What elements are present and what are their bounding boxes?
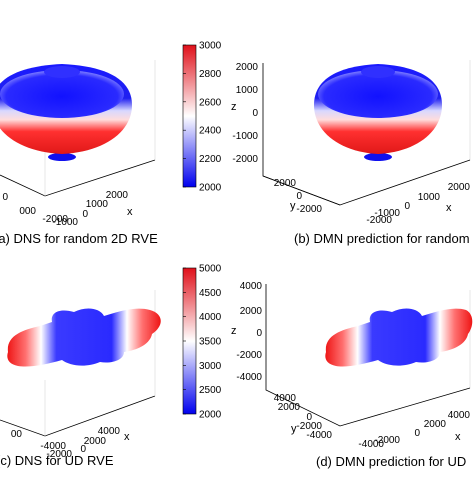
colorbar-bottom-tick-label: 3000 [199,361,222,372]
panel-b-x-tick: -1000 [374,208,400,219]
colorbar-top-tick-label: 2000 [199,183,222,194]
panel-d-y-tick: 4000 [274,393,297,404]
colorbar-top-tick-label: 2800 [199,69,222,80]
panel-b-z-tick: -1000 [232,131,258,142]
panel-d-y-tick: 0 [306,412,312,423]
panel-d-axis-box [265,284,471,427]
panel-d: 4000 2000 0 -2000 -4000 z 4000 2000 0 -2… [231,281,473,469]
panel-d-y-tick: -2000 [296,421,322,432]
colorbar-top-tick-label: 2400 [199,126,222,137]
panel-b-x-tick: 2000 [448,182,471,193]
panel-d-x-tick: 2000 [424,419,447,430]
panel-b-z-tick: -2000 [232,154,258,165]
panel-d-z-tick: -4000 [236,372,262,383]
panel-b-x-tick: -2000 [366,215,392,226]
panel-a-x-tick: -1000 [52,217,78,228]
panel-d-y-tick: -4000 [306,430,332,441]
panel-c-axis-box [0,395,156,437]
panel-a-caption: (a) DNS for random 2D RVE [0,231,158,246]
panel-a-y-tick-partial: 000 [19,206,36,217]
panel-b-z-tick: 2000 [236,62,259,73]
panel-c-x-tick: 0 [80,444,86,455]
panel-b-y-tick: 0 [296,191,302,202]
panel-d-y-tick: 2000 [278,402,301,413]
panel-b-y-tick: -2000 [296,204,322,215]
panel-a: 2000 1000 0 -1000 -2000 000 0 x (a) DNS … [0,60,158,246]
panel-b-ellipsoid [314,64,442,161]
panel-b-y-label: y [290,200,296,212]
colorbar-bottom-tick-label: 3500 [199,337,222,348]
colorbar-bottom-tick-label: 4500 [199,288,222,299]
colorbar-top-tick-label: 2200 [199,154,222,165]
panel-d-x-tick: -2000 [374,435,400,446]
panel-c-y-tick-partial: 00 [11,429,23,440]
panel-c-caption: (c) DNS for UD RVE [0,453,114,468]
panel-b-z-tick: 0 [252,108,258,119]
colorbar-top: 3000 2800 2600 2400 2200 2000 [182,41,222,194]
panel-d-z-tick: -2000 [236,350,262,361]
panel-c-ud-shape [7,308,161,367]
panel-c-x-tick: 2000 [84,436,107,447]
panel-a-x-tick: -2000 [42,214,68,225]
panel-b-z-label: z [231,101,237,113]
panel-b-x-tick: 1000 [418,192,441,203]
panel-d-caption: (d) DMN prediction for UD [316,454,466,469]
colorbar-top-tick-label: 2600 [199,97,222,108]
colorbar-bottom-tick-label: 2500 [199,385,222,396]
panel-c-x-tick: -4000 [40,441,66,452]
colorbar-top-bar [182,44,197,188]
panel-d-ud-shape [325,308,473,367]
panel-d-x-tick: 0 [414,428,420,439]
panel-d-z-tick: 4000 [240,281,263,292]
panel-d-z-tick: 2000 [240,306,263,317]
colorbar-top-tick-label: 3000 [199,41,222,52]
panel-b-y-tick: 2000 [274,178,297,189]
panel-d-y-label: y [291,423,297,435]
colorbar-bottom-tick-label: 5000 [199,264,222,275]
panel-c-x-tick: 4000 [98,426,121,437]
panel-c-x-label: x [124,431,130,443]
panel-b-z-tick: 1000 [236,85,259,96]
panel-a-y-tick-partial2: 0 [2,192,8,203]
panel-a-ellipsoid [0,64,132,161]
panel-d-x-tick: -4000 [358,439,384,450]
panel-b-caption: (b) DMN prediction for random [294,231,470,246]
panel-a-x-tick: 2000 [106,190,129,201]
panel-a-x-label: x [127,206,133,218]
colorbar-bottom-tick-label: 4000 [199,312,222,323]
panel-c-x-tick: -2000 [46,449,72,460]
panel-a-axis-box [0,159,156,197]
panel-d-z-label: z [231,325,237,337]
panel-d-x-tick: 4000 [448,410,471,421]
colorbar-bottom: 5000 4500 4000 3500 3000 2500 2000 [182,264,222,421]
panel-a-x-tick: 1000 [86,199,109,210]
panel-c: 4000 2000 0 -2000 -4000 00 x (c) DNS for… [0,290,161,468]
panel-b-x-label: x [446,202,452,214]
panel-d-x-label: x [455,431,461,443]
panel-a-x-tick: 0 [82,209,88,220]
colorbar-bottom-tick-label: 2000 [199,410,222,421]
panel-b-x-tick: 0 [404,201,410,212]
panel-d-z-tick: 0 [256,328,262,339]
panel-b: 2000 1000 0 -1000 -2000 z 2000 0 -2000 y… [231,60,470,246]
